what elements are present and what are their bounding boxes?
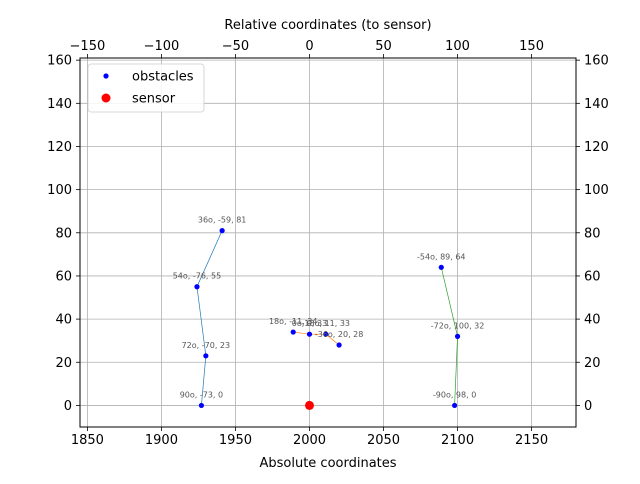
legend-marker: [101, 93, 111, 103]
x-tick-label: 1950: [219, 433, 252, 448]
grid-layer: [80, 58, 576, 427]
right-y-tick-label: 80: [584, 226, 601, 241]
sensor-point: [304, 400, 314, 410]
top-tick-label: 100: [445, 39, 470, 54]
right-y-tick-label: 120: [584, 140, 609, 155]
obstacle-point: [290, 329, 296, 335]
point-label: 36o, -59, 81: [198, 216, 247, 225]
y-tick-label: 0: [64, 399, 72, 414]
obstacle-point: [323, 331, 329, 337]
obstacle-point: [203, 353, 209, 359]
series-layer: [194, 228, 461, 410]
x-axis-label: Absolute coordinates: [259, 456, 396, 471]
obstacle-point: [219, 228, 225, 234]
right-y-tick-label: 100: [584, 183, 609, 198]
obstacle-point: [306, 331, 313, 337]
y-tick-label: 40: [55, 313, 72, 328]
top-axis-label: Relative coordinates (to sensor): [224, 18, 431, 33]
legend-marker: [103, 73, 109, 79]
x-tick-label: 2000: [293, 433, 326, 448]
x-tick-label: 2150: [515, 433, 548, 448]
legend: obstacles sensor: [87, 63, 205, 113]
x-tick-label: 1900: [145, 433, 178, 448]
series-line: [196, 230, 223, 406]
obstacle-point: [438, 264, 444, 270]
series-line: [293, 331, 340, 346]
point-label-layer: 90o, -73, 0 72o, -70, 23 54o, -76, 55 36o, …: [173, 216, 485, 400]
top-tick-label: −100: [144, 39, 180, 54]
obstacle-point: [454, 333, 461, 339]
obstacle-point: [451, 402, 458, 409]
axis-layer: 1850 1900 1950 2000 2050 2100 2150−150 −100 −50 0…: [47, 39, 609, 448]
top-tick-label: −150: [70, 39, 106, 54]
point-label: -18o, 11, 33: [302, 319, 351, 328]
y-tick-label: 20: [55, 356, 72, 371]
y-tick-label: 100: [47, 183, 72, 198]
right-y-tick-label: 40: [584, 313, 601, 328]
point-label: -54o, 89, 64: [417, 252, 466, 261]
obstacle-point: [336, 342, 342, 348]
y-tick-label: 120: [47, 140, 72, 155]
point-label: 90o, -73, 0: [180, 390, 223, 399]
top-tick-label: 0: [305, 39, 313, 54]
y-tick-label: 140: [47, 97, 72, 112]
point-label: 54o, -76, 55: [173, 272, 222, 281]
point-label: 18o, -11, 34: [269, 317, 318, 326]
point-label: -90o, 98, 0: [433, 390, 476, 399]
top-tick-label: 50: [375, 39, 392, 54]
legend-box: [87, 63, 205, 113]
point-label: 0o, 0, 33: [292, 319, 327, 328]
legend-label: sensor: [132, 92, 176, 107]
obstacle-point: [198, 402, 205, 409]
right-y-tick-label: 140: [584, 97, 609, 112]
x-tick-label: 2050: [367, 433, 400, 448]
point-label: -36o, 20, 28: [315, 330, 364, 339]
plot-frame: [79, 57, 577, 428]
point-label: -72o, 100, 32: [431, 321, 485, 330]
x-tick-label: 1850: [71, 433, 104, 448]
obstacle-point: [194, 284, 200, 290]
right-y-tick-label: 160: [584, 54, 609, 69]
y-tick-label: 80: [55, 226, 72, 241]
right-y-tick-label: 0: [584, 399, 592, 414]
right-y-tick-label: 60: [584, 269, 601, 284]
top-tick-label: −50: [222, 39, 249, 54]
y-tick-label: 60: [55, 269, 72, 284]
y-tick-label: 160: [47, 54, 72, 69]
point-label: 72o, -70, 23: [182, 341, 231, 350]
x-tick-label: 2100: [441, 433, 474, 448]
top-tick-label: 150: [519, 39, 544, 54]
right-y-tick-label: 20: [584, 356, 601, 371]
legend-label: obstacles: [132, 70, 194, 85]
